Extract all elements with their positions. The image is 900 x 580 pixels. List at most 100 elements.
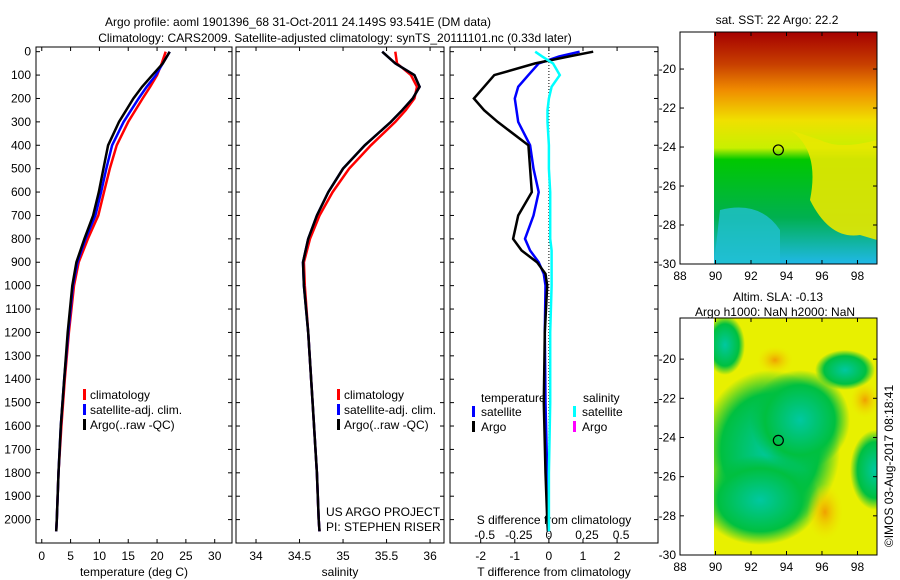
map-subtitle: Argo h1000: NaN h2000: NaN bbox=[695, 305, 855, 319]
x-tick-label: 1 bbox=[580, 549, 587, 563]
series-line-satellite-adj-clim- bbox=[54, 51, 171, 532]
x-tick-label: 36 bbox=[423, 549, 437, 563]
y-tick-label: 1700 bbox=[4, 442, 31, 456]
legend-label-climatology: climatology bbox=[344, 388, 404, 402]
plot-frame-1 bbox=[35, 46, 233, 544]
x-tick-label: 20 bbox=[150, 549, 164, 563]
map-y-tick-label: -24 bbox=[659, 140, 677, 154]
x-tick-label: 34.5 bbox=[288, 549, 312, 563]
x-axis-label: T difference from climatology bbox=[477, 565, 631, 579]
x2-tick-label: 0.25 bbox=[575, 528, 599, 542]
argo-location-marker bbox=[772, 144, 784, 156]
map-x-tick-label: 92 bbox=[744, 269, 758, 283]
map-y-tick-label: -28 bbox=[659, 218, 677, 232]
pi-label: PI: STEPHEN RISER bbox=[326, 520, 441, 534]
map-title: sat. SST: 22 Argo: 22.2 bbox=[716, 13, 839, 27]
project-label: US ARGO PROJECT bbox=[326, 505, 441, 519]
plot-frame-3 bbox=[449, 46, 659, 544]
y-tick-label: 100 bbox=[11, 68, 31, 82]
x-tick-label: 30 bbox=[208, 549, 222, 563]
legend-swatch-argo bbox=[337, 419, 340, 430]
legend-swatch-climatology bbox=[337, 389, 340, 400]
y-tick-label: 1100 bbox=[5, 302, 31, 316]
legend-swatch-argo bbox=[83, 419, 86, 430]
credit-text: ©IMOS 03-Aug-2017 08:18:41 bbox=[882, 385, 896, 548]
map-x-tick-label: 96 bbox=[815, 560, 829, 574]
x-tick-label: 0 bbox=[546, 549, 553, 563]
y-tick-label: 1300 bbox=[4, 349, 31, 363]
map-y-tick-label: -26 bbox=[659, 470, 677, 484]
legend-swatch-satellite bbox=[472, 406, 475, 417]
y-tick-label: 1900 bbox=[4, 489, 31, 503]
y-tick-label: 800 bbox=[11, 232, 31, 246]
figure-title-line1: Argo profile: aoml 1901396_68 31-Oct-201… bbox=[105, 15, 491, 29]
legend-swatch-satellite bbox=[337, 404, 340, 415]
x2-tick-label: -0.5 bbox=[474, 528, 495, 542]
map-x-tick-label: 94 bbox=[780, 269, 794, 283]
legend-label-climatology: climatology bbox=[90, 388, 150, 402]
x-tick-label: -2 bbox=[475, 549, 486, 563]
x-tick-label: 25 bbox=[179, 549, 193, 563]
map-x-tick-label: 98 bbox=[851, 560, 865, 574]
figure-title-line2: Climatology: CARS2009. Satellite-adjuste… bbox=[98, 31, 572, 45]
legend-label-argo: Argo(..raw -QC) bbox=[90, 418, 175, 432]
legend-header-salinity: salinity bbox=[583, 391, 620, 405]
y-tick-label: 1400 bbox=[4, 372, 31, 386]
legend-swatch-sal_satellite bbox=[573, 406, 576, 417]
map-y-tick-label: -26 bbox=[659, 179, 677, 193]
series-line-temperature-argo bbox=[472, 50, 594, 532]
x2-axis-label: S difference from climatology bbox=[477, 513, 632, 527]
map-x-tick-label: 92 bbox=[744, 560, 758, 574]
map-x-tick-label: 90 bbox=[709, 560, 723, 574]
map-y-tick-label: -22 bbox=[659, 391, 677, 405]
legend-swatch-satellite bbox=[83, 404, 86, 415]
y-tick-label: 700 bbox=[11, 208, 31, 222]
legend-label-argo: Argo bbox=[481, 420, 507, 434]
legend-label-sal_satellite: satellite bbox=[582, 405, 623, 419]
x-tick-label: 10 bbox=[93, 549, 107, 563]
legend-label-satellite: satellite bbox=[481, 405, 522, 419]
x-tick-label: 35.5 bbox=[375, 549, 399, 563]
legend-swatch-climatology bbox=[83, 389, 86, 400]
x2-tick-label: 0.5 bbox=[613, 528, 630, 542]
x-tick-label: 15 bbox=[122, 549, 136, 563]
x-tick-label: 35 bbox=[336, 549, 350, 563]
legend-label-satellite: satellite-adj. clim. bbox=[90, 403, 182, 417]
legend-swatch-sal_argo bbox=[573, 421, 576, 432]
x-axis-label: salinity bbox=[322, 565, 359, 579]
map-y-tick-label: -30 bbox=[659, 548, 677, 562]
map-y-tick-label: -24 bbox=[659, 430, 677, 444]
map-x-tick-label: 98 bbox=[851, 269, 865, 283]
sla-map-image bbox=[714, 318, 877, 555]
y-tick-label: 2000 bbox=[4, 513, 31, 527]
y-tick-label: 200 bbox=[11, 91, 31, 105]
series-line-argo-raw-qc- bbox=[301, 50, 422, 532]
x-tick-label: 0 bbox=[38, 549, 45, 563]
map-y-tick-label: -30 bbox=[659, 257, 677, 271]
map-x-tick-label: 90 bbox=[709, 269, 723, 283]
x2-tick-label: -0.25 bbox=[505, 528, 533, 542]
y-tick-label: 400 bbox=[11, 138, 31, 152]
map-x-tick-label: 96 bbox=[815, 269, 829, 283]
series-line-satellite-adj-clim- bbox=[301, 50, 422, 532]
x-tick-label: -1 bbox=[509, 549, 520, 563]
legend-label-sal_argo: Argo bbox=[582, 420, 608, 434]
map-frame bbox=[679, 31, 878, 265]
y-tick-label: 1600 bbox=[4, 419, 31, 433]
legend-header-temperature: temperature bbox=[481, 391, 546, 405]
map-y-tick-label: -28 bbox=[659, 509, 677, 523]
y-tick-label: 1800 bbox=[4, 466, 31, 480]
legend-swatch-argo bbox=[472, 421, 475, 432]
y-tick-label: 1500 bbox=[4, 396, 31, 410]
map-y-tick-label: -22 bbox=[659, 101, 677, 115]
x-tick-label: 2 bbox=[614, 549, 621, 563]
x-axis-label: temperature (deg C) bbox=[80, 565, 188, 579]
map-x-tick-label: 88 bbox=[673, 269, 687, 283]
series-line-argo-raw-qc- bbox=[54, 51, 171, 532]
y-tick-label: 300 bbox=[11, 115, 31, 129]
map-frame bbox=[679, 317, 878, 556]
argo-location-marker bbox=[772, 434, 784, 446]
x2-tick-label: 0 bbox=[546, 528, 553, 542]
map-y-tick-label: -20 bbox=[659, 352, 677, 366]
map-x-tick-label: 94 bbox=[780, 560, 794, 574]
